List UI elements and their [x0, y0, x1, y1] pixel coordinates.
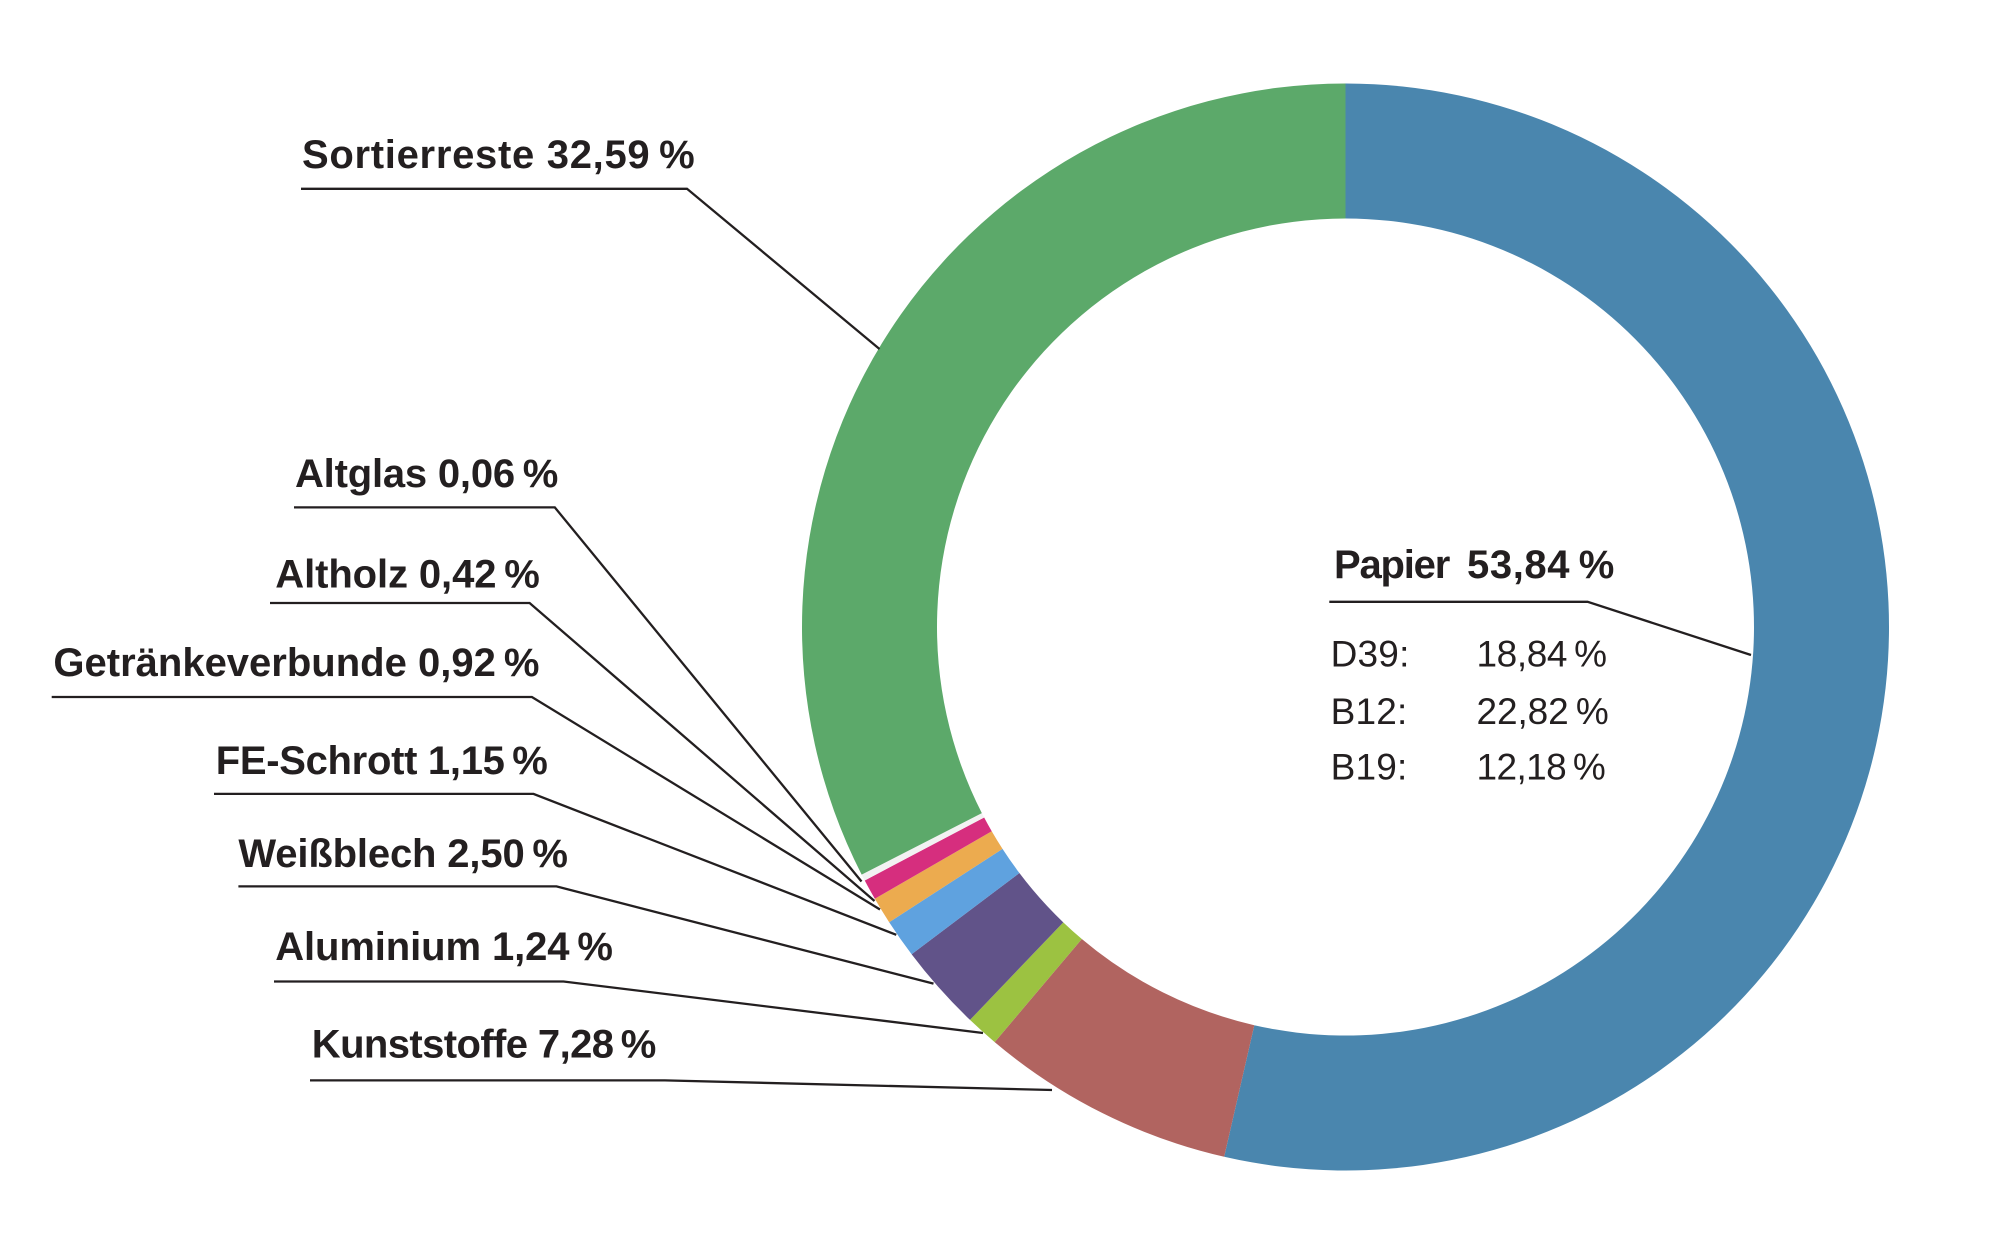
svg-text:Aluminium 1,24 %: Aluminium 1,24 % — [275, 925, 613, 969]
svg-text:18,84 %: 18,84 % — [1477, 634, 1607, 675]
svg-text:Altglas 0,06 %: Altglas 0,06 % — [295, 452, 558, 496]
svg-text:53,84 %: 53,84 % — [1467, 543, 1615, 587]
svg-text:Papier: Papier — [1334, 543, 1450, 587]
svg-text:Getränkeverbunde 0,92 %: Getränkeverbunde 0,92 % — [53, 641, 539, 685]
svg-text:B12:: B12: — [1331, 691, 1408, 732]
svg-text:Altholz 0,42 %: Altholz 0,42 % — [275, 552, 539, 596]
svg-text:FE-Schrott 1,15 %: FE-Schrott 1,15 % — [216, 739, 548, 783]
svg-text:Kunststoffe 7,28 %: Kunststoffe 7,28 % — [312, 1023, 656, 1067]
svg-text:Weißblech 2,50 %: Weißblech 2,50 % — [238, 832, 567, 876]
svg-text:B19:: B19: — [1331, 747, 1408, 788]
svg-text:D39:: D39: — [1331, 634, 1410, 675]
svg-text:22,82 %: 22,82 % — [1477, 691, 1609, 732]
svg-text:Sortierreste 32,59 %: Sortierreste 32,59 % — [302, 133, 695, 177]
svg-text:12,18 %: 12,18 % — [1477, 747, 1606, 788]
